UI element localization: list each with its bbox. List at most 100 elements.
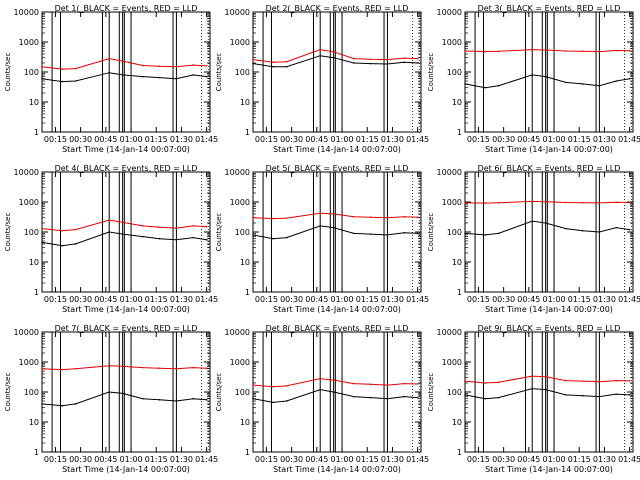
data-point <box>285 217 288 219</box>
y-tick-label: 10000 <box>225 328 250 337</box>
data-point <box>61 244 63 247</box>
y-tick-label: 10 <box>452 98 462 107</box>
data-point <box>272 61 274 64</box>
data-point <box>142 366 144 369</box>
data-point <box>41 367 43 370</box>
data-point <box>598 84 601 87</box>
data-point <box>175 227 178 229</box>
data-point <box>628 201 631 204</box>
data-point <box>565 394 567 396</box>
x-tick-label: 01:30 <box>170 455 193 464</box>
x-tick-label: 01:45 <box>618 455 640 464</box>
x-tick-label: 01:30 <box>593 135 616 144</box>
x-tick-label: 01:15 <box>568 295 591 304</box>
x-axis-title: Start Time (14-Jan-14 00:07:00) <box>62 145 190 154</box>
data-point <box>332 51 335 53</box>
y-tick-label: 1000 <box>19 358 39 367</box>
panel-title: Det 5(_BLACK = Events, RED = LLD <box>266 164 409 173</box>
plot-frame <box>252 11 422 133</box>
y-axis-title: Counts/sec <box>427 53 435 92</box>
data-point <box>484 50 486 53</box>
series-line-lld <box>41 219 207 232</box>
data-point <box>285 385 288 387</box>
series-line-lld <box>464 200 630 204</box>
x-tick-label: 01:30 <box>381 295 404 304</box>
detector-panel-9: 1 10 100 1000 10000 00:15 00:30 00:45 01:00 01:15… <box>427 324 640 474</box>
y-tick-label: 1000 <box>442 38 462 47</box>
x-tick-label: 00:15 <box>467 455 490 464</box>
detector-panel-4: 1 10 100 1000 10000 00:15 00:30 00:45 01:00 01:15… <box>4 164 218 314</box>
data-point <box>158 237 161 240</box>
data-point <box>108 364 110 367</box>
data-point <box>285 236 288 239</box>
data-point <box>74 67 77 70</box>
data-point <box>403 61 406 64</box>
data-point <box>175 77 178 80</box>
y-tick-label: 1000 <box>442 358 462 367</box>
data-point <box>332 213 335 215</box>
data-point <box>464 232 466 235</box>
y-tick-label: 100 <box>24 388 39 397</box>
x-tick-label: 00:15 <box>44 135 67 144</box>
data-point <box>565 201 567 204</box>
data-point <box>272 65 274 68</box>
data-point <box>544 49 547 51</box>
detector-panel-5: 1 10 100 1000 10000 00:15 00:30 00:45 01:00 01:15… <box>215 164 429 314</box>
data-point <box>353 232 355 235</box>
y-tick-label: 1 <box>245 128 250 137</box>
data-point <box>319 225 322 227</box>
x-tick-label: 00:30 <box>280 455 303 464</box>
plot-frame <box>252 171 422 293</box>
data-point <box>464 83 466 85</box>
data-point <box>41 403 43 405</box>
detector-panel-6: 1 10 100 1000 10000 00:15 00:30 00:45 01:00 01:15… <box>427 164 640 314</box>
data-point <box>403 216 406 218</box>
x-axis-title: Start Time (14-Jan-14 00:07:00) <box>485 465 613 474</box>
data-point <box>544 75 547 78</box>
data-point <box>544 388 547 391</box>
y-tick-label: 10 <box>240 418 250 427</box>
data-point <box>628 394 631 396</box>
panel-title: Det 3(_BLACK = Events, RED = LLD <box>478 4 621 13</box>
data-point <box>544 376 547 378</box>
data-point <box>319 54 322 57</box>
data-point <box>285 60 288 63</box>
data-point <box>252 397 254 400</box>
series-line-lld <box>464 375 630 384</box>
data-point <box>61 80 63 83</box>
x-tick-label: 01:45 <box>618 135 640 144</box>
data-point <box>581 229 584 232</box>
x-tick-label: 00:30 <box>492 135 515 144</box>
x-tick-label: 01:45 <box>195 455 218 464</box>
panel-title: Det 2(_BLACK = Events, RED = LLD <box>266 4 409 13</box>
series-line-events <box>41 231 207 247</box>
y-tick-label: 1 <box>457 128 462 137</box>
x-tick-label: 01:15 <box>568 455 591 464</box>
y-axis-title: Counts/sec <box>215 373 223 412</box>
data-point <box>581 380 584 382</box>
x-tick-label: 01:45 <box>406 135 429 144</box>
y-tick-label: 10 <box>240 98 250 107</box>
x-tick-label: 01:30 <box>170 135 193 144</box>
x-tick-label: 00:15 <box>255 455 278 464</box>
data-point <box>74 243 77 245</box>
panel-title: Det 4(_BLACK = Events, RED = LLD <box>55 164 198 173</box>
y-axis-title: Counts/sec <box>427 373 435 412</box>
x-tick-label: 01:15 <box>145 135 168 144</box>
data-point <box>332 379 335 381</box>
x-tick-label: 01:00 <box>543 295 566 304</box>
y-tick-label: 100 <box>447 388 462 397</box>
data-point <box>252 58 254 61</box>
panel-title: Det 1(_BLACK = Events, RED = LLD <box>55 4 198 13</box>
data-point <box>142 64 144 67</box>
data-point <box>142 235 144 238</box>
data-point <box>628 380 631 382</box>
y-tick-label: 10 <box>240 258 250 267</box>
data-point <box>628 77 631 80</box>
y-tick-label: 100 <box>447 228 462 237</box>
data-point <box>285 400 288 402</box>
data-point <box>369 396 372 399</box>
data-point <box>497 381 500 384</box>
x-axis-title: Start Time (14-Jan-14 00:07:00) <box>485 145 613 154</box>
x-tick-label: 00:45 <box>305 295 328 304</box>
